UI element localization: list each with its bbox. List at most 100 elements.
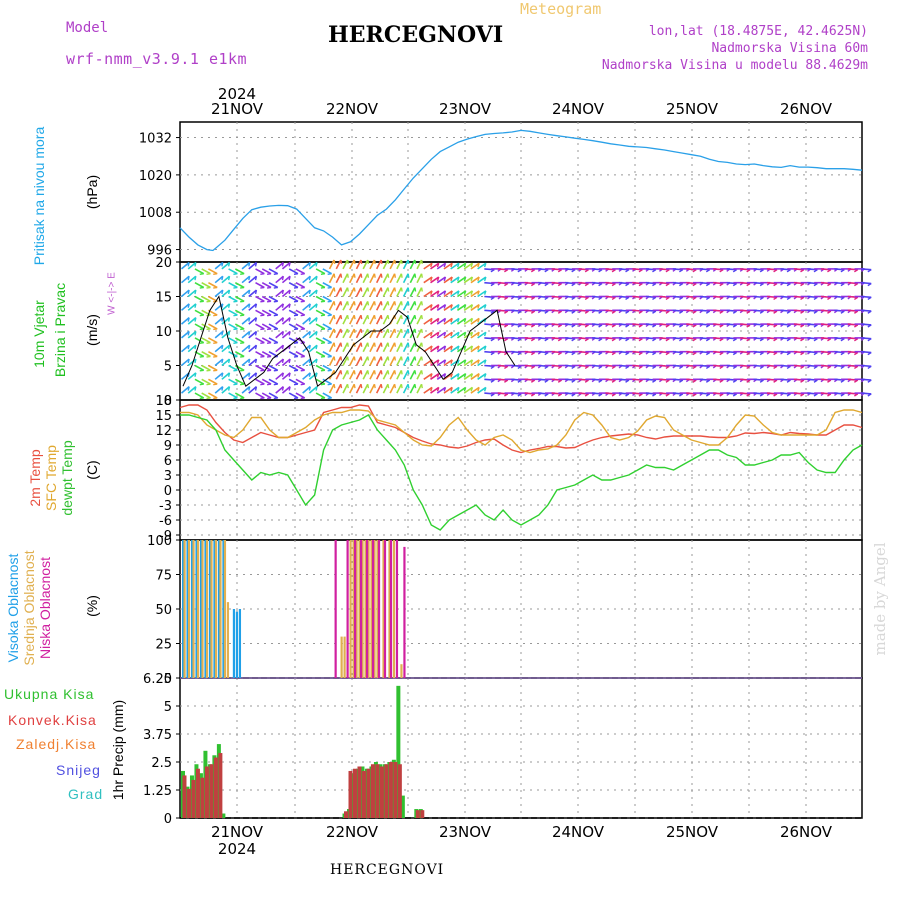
wind-barb (194, 364, 205, 371)
wind-barb (241, 358, 251, 367)
wind-barb (367, 273, 370, 278)
wind-barb (369, 301, 376, 311)
wind-barb (221, 289, 224, 295)
wind-barb (387, 301, 390, 306)
wind-barb (407, 370, 410, 375)
wind-barb (732, 296, 737, 301)
wind-barb (353, 287, 356, 292)
wind-barb (719, 379, 724, 383)
wind-barb (463, 359, 467, 364)
wind-barb (813, 269, 818, 273)
wind-barb (273, 328, 278, 331)
wind-barb (436, 317, 446, 325)
wind-barb (199, 300, 204, 303)
wind-barb (342, 342, 349, 353)
precip-bar (352, 768, 357, 818)
temp-ytick-label: 3 (164, 469, 172, 484)
wind-barb (773, 379, 778, 383)
precip-bar (209, 764, 214, 818)
wind-barb (436, 332, 440, 337)
wind-barb (800, 365, 805, 370)
wind-barb (402, 342, 409, 353)
wind-barb (840, 338, 845, 342)
wind-barb (571, 282, 576, 287)
bottom-day-label: 26NOV (780, 823, 833, 841)
wind-barb (800, 351, 805, 356)
wind-barb (353, 273, 356, 278)
wind-barb (227, 276, 231, 281)
wind-barb (436, 290, 440, 295)
wind-barb (369, 370, 376, 380)
wind-barb (248, 344, 257, 353)
wind-barb (206, 300, 211, 303)
wind-barb (201, 281, 211, 289)
pressure-ytick-label: 1008 (139, 206, 172, 221)
wind-barb (584, 365, 589, 370)
wind-barb (333, 259, 336, 265)
precip-bar (393, 762, 398, 818)
wind-barb (260, 314, 265, 317)
wind-barb (400, 301, 403, 306)
cloud-bar (205, 540, 209, 678)
wind-barb (308, 289, 311, 295)
wind-barb (665, 310, 670, 314)
wind-barb (407, 301, 410, 306)
wind-barb (380, 287, 383, 292)
wind-barb (470, 386, 480, 394)
wind-barb (402, 287, 409, 297)
wind-barb (241, 372, 251, 380)
wind-barb (705, 324, 711, 328)
wind-barb (254, 345, 258, 350)
wind-barb (470, 303, 480, 311)
wind-barb (335, 273, 342, 284)
wind-barb (773, 351, 778, 356)
wind-barb (827, 379, 832, 383)
cloud-bar (392, 540, 396, 678)
wind-barb (221, 276, 224, 281)
wind-barb (201, 364, 211, 371)
wind-barb (199, 397, 204, 400)
wind-barb (456, 290, 467, 298)
wind-barb (206, 383, 211, 386)
wind-barb (268, 268, 279, 275)
cloud-bar (353, 540, 357, 678)
wind-barb (288, 295, 299, 302)
wind-barb (315, 276, 318, 281)
wind-barb (414, 356, 417, 361)
wind-barb (293, 273, 299, 275)
wind-barb (436, 318, 440, 323)
wind-barb (340, 301, 343, 306)
wind-barb (288, 386, 291, 391)
wind-barb (295, 323, 306, 330)
wind-barb (194, 317, 197, 322)
wind-barb (746, 393, 751, 397)
wind-barb (867, 365, 872, 370)
wind-barb (315, 323, 326, 330)
wind-barb (450, 317, 460, 325)
wind-barb (530, 393, 536, 397)
wind-barb (840, 310, 845, 314)
cloud-bar (359, 540, 363, 678)
wind-barb (248, 276, 251, 281)
wind-barb (719, 324, 724, 328)
wind-barb (327, 369, 332, 372)
wind-barb (355, 383, 362, 394)
wind-barb (322, 323, 332, 330)
wind-barb (530, 365, 536, 370)
wind-barb (367, 384, 370, 389)
model-elevation-label: Nadmorska Visina u modelu 88.4629m (601, 58, 868, 73)
wind-barb (268, 337, 279, 344)
wind-barb (346, 370, 349, 375)
wind-barb (333, 287, 336, 292)
bottom-day-label: 25NOV (666, 823, 719, 841)
wind-barb (813, 338, 818, 342)
wind-barb (638, 282, 643, 287)
cloud-ytick-label: 100 (147, 534, 172, 549)
wind-barb (679, 324, 684, 328)
wind-barb (214, 372, 224, 380)
wind-barb (854, 351, 859, 356)
wind-barb (786, 338, 791, 342)
wind-barb (679, 310, 684, 314)
wind-barb (248, 317, 257, 325)
wind-ytick-label: 5 (164, 360, 172, 375)
